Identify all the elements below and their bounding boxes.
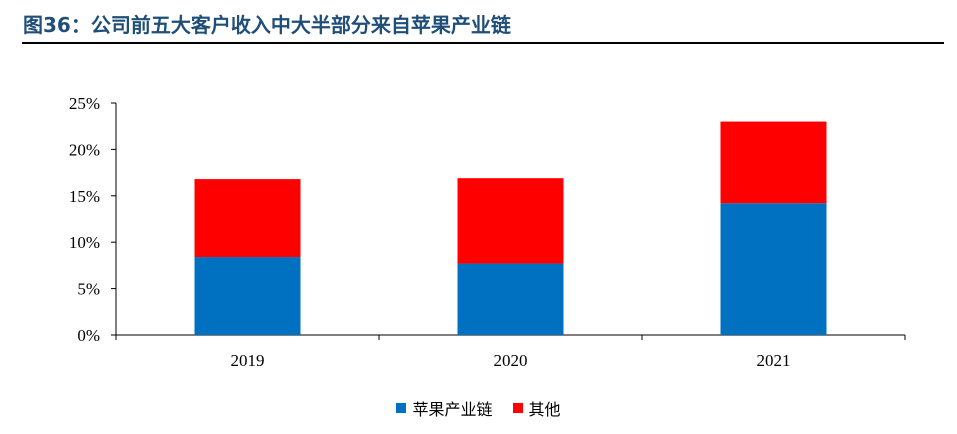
- title-divider: [22, 42, 944, 44]
- bar-apple-chain-2020: [457, 263, 564, 335]
- bar-apple-chain-2019: [194, 257, 301, 335]
- stacked-bar-chart: 0% 5% 10% 15% 20% 25% 2019 2020 2021: [69, 94, 906, 370]
- x-tick-label: 2020: [494, 351, 528, 370]
- bar-apple-chain-2021: [720, 203, 827, 335]
- legend-item-apple: 苹果产业链: [396, 396, 493, 420]
- bar-other-2019: [194, 179, 301, 258]
- y-tick-label: 0%: [77, 326, 100, 345]
- bar-other-2021: [720, 121, 827, 204]
- y-tick-label: 25%: [69, 94, 100, 113]
- y-tick-label: 5%: [77, 280, 100, 299]
- legend-label-apple: 苹果产业链: [412, 400, 493, 419]
- x-tick-label: 2021: [757, 351, 791, 370]
- legend-item-other: 其他: [512, 396, 561, 420]
- figure-title: 图36：公司前五大客户收入中大半部分来自苹果产业链: [23, 13, 511, 37]
- legend-swatch-apple: [396, 403, 407, 413]
- y-tick-label: 20%: [69, 140, 100, 159]
- legend-swatch-other: [512, 403, 523, 413]
- y-tick-label: 10%: [69, 233, 100, 252]
- bar-other-2020: [457, 178, 564, 264]
- y-tick-label: 15%: [69, 187, 100, 206]
- x-tick-label: 2019: [231, 351, 265, 370]
- legend-label-other: 其他: [528, 400, 561, 419]
- chart-legend: 苹果产业链 其他: [0, 396, 957, 420]
